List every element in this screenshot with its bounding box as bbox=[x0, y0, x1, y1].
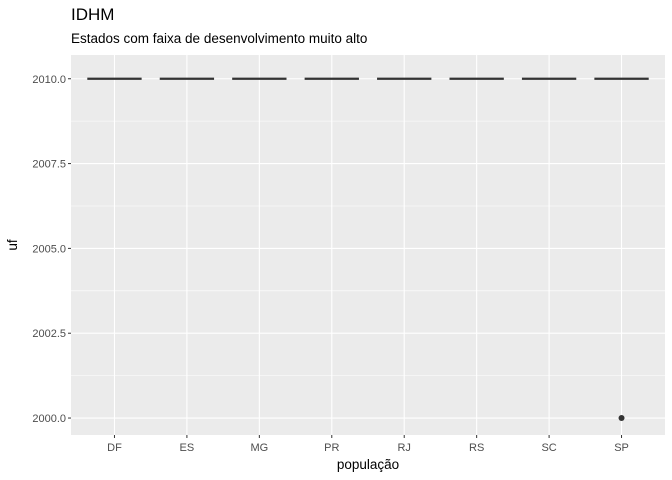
x-tick-label-sp: SP bbox=[614, 442, 629, 454]
x-axis: DF ES MG PR RJ RS SC SP bbox=[107, 435, 629, 454]
x-tick-label-es: ES bbox=[180, 442, 195, 454]
x-tick-label-mg: MG bbox=[250, 442, 268, 454]
y-tick-label: 2010.0 bbox=[32, 74, 66, 86]
chart-title: IDHM bbox=[71, 5, 114, 24]
chart-subtitle: Estados com faixa de desenvolvimento mui… bbox=[71, 31, 367, 46]
x-tick-label-df: DF bbox=[107, 442, 122, 454]
x-tick-label-rj: RJ bbox=[397, 442, 410, 454]
x-tick-label-rs: RS bbox=[469, 442, 484, 454]
y-tick-label: 2005.0 bbox=[32, 243, 66, 255]
plot-panel bbox=[71, 55, 665, 435]
y-axis-title: uf bbox=[5, 239, 20, 251]
x-tick-label-pr: PR bbox=[324, 442, 339, 454]
y-tick-label: 2000.0 bbox=[32, 413, 66, 425]
box-marks bbox=[87, 77, 649, 422]
y-axis: 2000.0 2002.5 2005.0 2007.5 2010.0 bbox=[32, 74, 71, 425]
y-tick-label: 2007.5 bbox=[32, 159, 66, 171]
outlier-point-sp bbox=[618, 415, 625, 422]
x-tick-label-sc: SC bbox=[541, 442, 556, 454]
y-tick-label: 2002.5 bbox=[32, 328, 66, 340]
grid-lines bbox=[71, 55, 665, 435]
x-axis-title: população bbox=[337, 457, 399, 472]
